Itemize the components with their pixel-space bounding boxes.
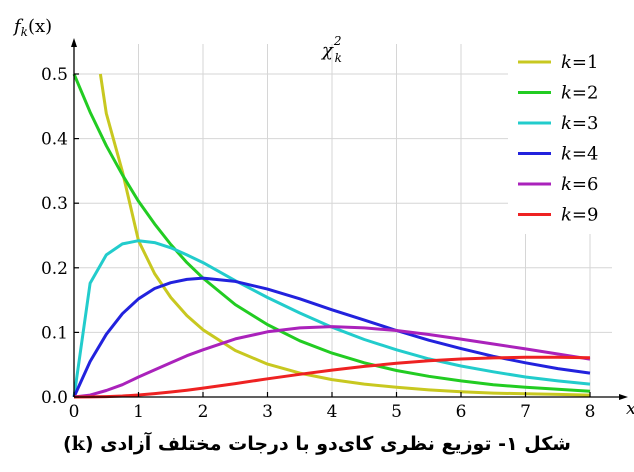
legend-label-k9: k=9	[561, 205, 598, 226]
legend-label-k4: k=4	[561, 144, 598, 165]
chart-title: χ2 k	[320, 34, 342, 65]
series-line-k9	[73, 355, 591, 399]
y-tick-label: 0.3	[41, 194, 68, 214]
legend: k=1 k=2 k=3 k=4 k=6 k=9	[508, 44, 626, 234]
chart-svg: 0 1 2 3 4 5 6 7 8 0.0 0.1 0.2 0.3 0.4 0.5 k=1 k=2 k=3 k=4…	[12, 16, 634, 420]
x-axis-arrow	[619, 394, 628, 400]
y-axis-label: fk(x)	[12, 16, 52, 39]
caption-var: k	[71, 433, 85, 455]
series-line-k1	[98, 73, 591, 397]
y-axis-arrow	[71, 38, 77, 47]
y-tick-label: 0.2	[41, 259, 68, 279]
x-tick-label: 2	[198, 402, 209, 420]
series-line-k3	[72, 239, 591, 398]
y-tick-label: 0.0	[41, 388, 68, 408]
y-tick-label: 0.4	[41, 130, 68, 150]
legend-label-k3: k=3	[561, 113, 598, 134]
x-tick-label: 5	[391, 402, 402, 420]
series-layer	[72, 73, 591, 399]
legend-label-k2: k=2	[561, 83, 598, 104]
axis-layer: 0 1 2 3 4 5 6 7 8 0.0 0.1 0.2 0.3 0.4 0.5	[41, 38, 628, 420]
x-tick-label: 8	[585, 402, 596, 420]
legend-label-k1: k=1	[561, 52, 598, 73]
x-tick-label: 7	[520, 402, 531, 420]
legend-label-k6: k=6	[561, 174, 598, 195]
x-axis-label: x	[626, 398, 634, 419]
x-tick-label: 0	[69, 402, 80, 420]
series-line-k2	[72, 73, 591, 393]
caption-text: شکل ۱- توزیع نظری کای‌دو با درجات مختلف …	[84, 433, 571, 455]
x-tick-label: 4	[327, 402, 338, 420]
y-tick-label: 0.1	[41, 323, 68, 343]
x-tick-label: 6	[456, 402, 467, 420]
series-line-k4	[72, 276, 591, 398]
legend-background	[508, 44, 626, 234]
series-line-k6	[73, 325, 591, 399]
y-tick-label: 0.5	[41, 65, 68, 85]
x-tick-label: 1	[133, 402, 144, 420]
x-tick-label: 3	[262, 402, 273, 420]
figure-caption: شکل ۱- توزیع نظری کای‌دو با درجات مختلف …	[0, 424, 634, 464]
caption-close: )	[62, 433, 72, 455]
